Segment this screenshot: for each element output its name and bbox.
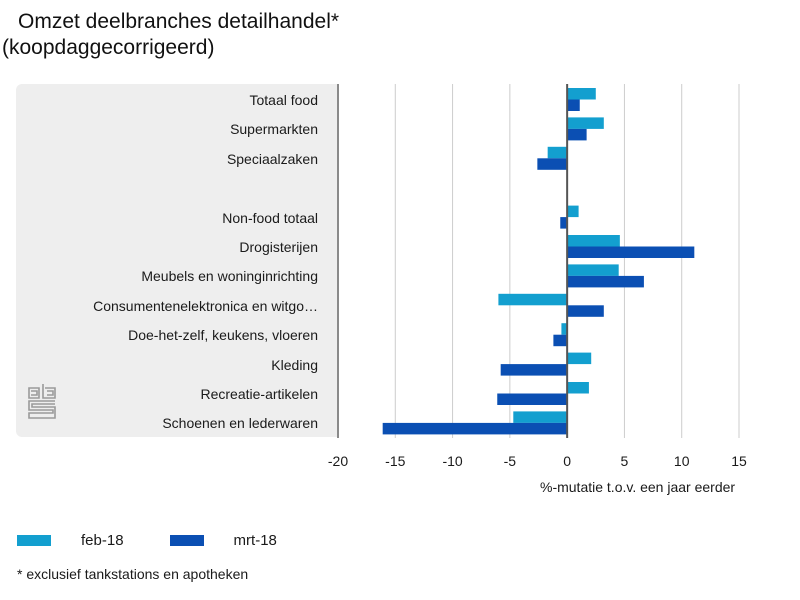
gridlines bbox=[337, 84, 740, 438]
bar-mrt bbox=[567, 305, 604, 317]
bar-feb bbox=[567, 352, 592, 365]
bar-feb bbox=[547, 146, 568, 159]
bar-mrt bbox=[497, 393, 568, 405]
bar-mrt bbox=[382, 422, 568, 435]
x-tick-label: -5 bbox=[504, 453, 517, 469]
category-label: Drogisterijen bbox=[239, 239, 318, 255]
bar-feb bbox=[513, 411, 568, 423]
category-label: Speciaalzaken bbox=[226, 150, 318, 167]
category-label: Meubels en woninginrichting bbox=[141, 268, 318, 285]
x-tick-label: -15 bbox=[385, 453, 405, 469]
category-label: Recreatie-artikelen bbox=[200, 386, 319, 402]
chart-title: Omzet deelbranches detailhandel* bbox=[18, 10, 340, 33]
bar-mrt bbox=[500, 364, 568, 376]
category-label: Supermarkten bbox=[230, 121, 318, 138]
category-label: Consumentenelektronica en witgo… bbox=[93, 297, 318, 314]
category-label: Doe-het-zelf, keukens, vloeren bbox=[128, 327, 318, 344]
bar-feb bbox=[498, 293, 568, 306]
bars bbox=[382, 88, 695, 435]
bar-feb bbox=[567, 264, 619, 276]
x-axis-label: %-mutatie t.o.v. een jaar eerder bbox=[540, 479, 736, 495]
category-label-panel bbox=[16, 84, 338, 437]
bar-mrt bbox=[560, 217, 568, 229]
legend-swatch-feb bbox=[17, 534, 51, 546]
bar-feb bbox=[567, 117, 604, 129]
legend-swatch-mrt bbox=[169, 534, 204, 546]
bar-feb bbox=[567, 205, 579, 218]
x-tick-labels: -20 -15 -10 -5 0 5 10 15 bbox=[328, 453, 747, 469]
bar-mrt bbox=[567, 99, 580, 111]
cbs-logo-icon bbox=[28, 384, 56, 419]
x-tick-label: 5 bbox=[621, 453, 629, 469]
bar-feb bbox=[567, 235, 620, 247]
bar-feb bbox=[567, 88, 596, 100]
bar-mrt bbox=[567, 128, 587, 141]
legend-label-mrt: mrt-18 bbox=[233, 531, 277, 549]
bar-mrt bbox=[537, 158, 568, 170]
x-tick-label: 15 bbox=[731, 453, 747, 469]
legend: feb-18 mrt-18 bbox=[17, 531, 323, 549]
category-label: Totaal food bbox=[249, 92, 319, 108]
x-tick-label: 10 bbox=[674, 453, 690, 469]
category-label: Non-food totaal bbox=[222, 209, 318, 226]
legend-label-feb: feb-18 bbox=[81, 531, 124, 549]
bar-mrt bbox=[567, 246, 695, 258]
legend-item-mrt[interactable]: mrt-18 bbox=[169, 531, 277, 549]
bar-feb bbox=[561, 323, 568, 335]
bar-feb bbox=[567, 382, 589, 394]
category-label: Schoenen en lederwaren bbox=[162, 415, 318, 432]
chart-subtitle: (koopdaggecorrigeerd) bbox=[2, 36, 215, 59]
bar-mrt bbox=[553, 334, 568, 347]
x-tick-label: -20 bbox=[328, 453, 348, 469]
x-tick-label: 0 bbox=[563, 453, 571, 469]
category-label: Kleding bbox=[271, 356, 318, 373]
x-tick-label: -10 bbox=[442, 453, 462, 469]
footnote: * exclusief tankstations en apotheken bbox=[17, 566, 249, 582]
legend-item-feb[interactable]: feb-18 bbox=[17, 532, 124, 549]
bar-mrt bbox=[567, 275, 644, 288]
